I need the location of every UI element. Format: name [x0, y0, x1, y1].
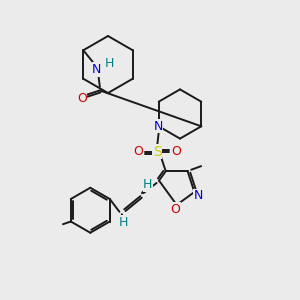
Text: N: N: [92, 63, 101, 76]
Text: H: H: [105, 57, 114, 70]
Text: O: O: [134, 145, 143, 158]
Text: O: O: [171, 145, 181, 158]
Text: H: H: [143, 178, 153, 191]
Text: H: H: [118, 216, 128, 229]
Text: O: O: [77, 92, 87, 105]
Text: O: O: [170, 203, 180, 216]
Text: N: N: [193, 189, 203, 202]
Text: N: N: [153, 120, 163, 133]
Text: S: S: [153, 145, 162, 159]
